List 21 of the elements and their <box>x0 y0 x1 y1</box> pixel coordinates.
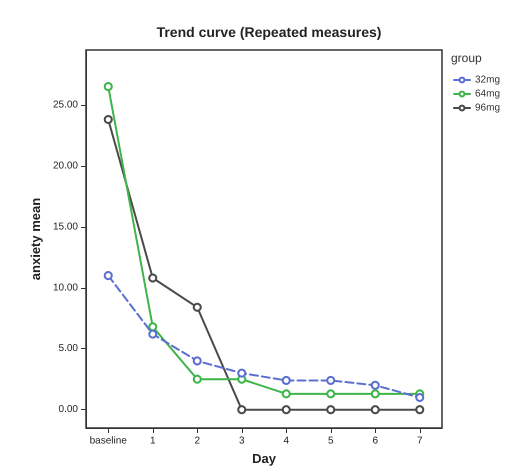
x-tick-label: 7 <box>416 436 423 446</box>
x-tick-label: 5 <box>328 436 334 446</box>
x-tick-label: 2 <box>194 436 200 446</box>
x-axis-title: Day <box>252 451 277 466</box>
legend-label: 64mg <box>475 88 500 100</box>
x-tick-label: 3 <box>238 436 245 446</box>
legend-label: 32mg <box>475 74 500 86</box>
chart-title: Trend curve (Repeated measures) <box>156 24 382 40</box>
x-tick-label: 1 <box>150 436 156 446</box>
y-tick-label: 20.00 <box>52 160 78 172</box>
y-tick-label: 25.00 <box>52 99 78 110</box>
legend-title: group <box>451 51 482 65</box>
y-tick-label: 15.00 <box>52 221 78 232</box>
legend-label: 96mg <box>475 102 500 114</box>
y-tick-label: 5.00 <box>58 343 78 354</box>
x-tick-label: 6 <box>372 436 378 446</box>
x-tick-label: baseline <box>90 436 128 446</box>
y-axis-title: anxiety mean <box>28 198 43 280</box>
x-tick-label: 4 <box>283 436 290 446</box>
y-tick-label: 10.00 <box>52 282 78 294</box>
y-tick-label: 0.00 <box>58 404 78 416</box>
